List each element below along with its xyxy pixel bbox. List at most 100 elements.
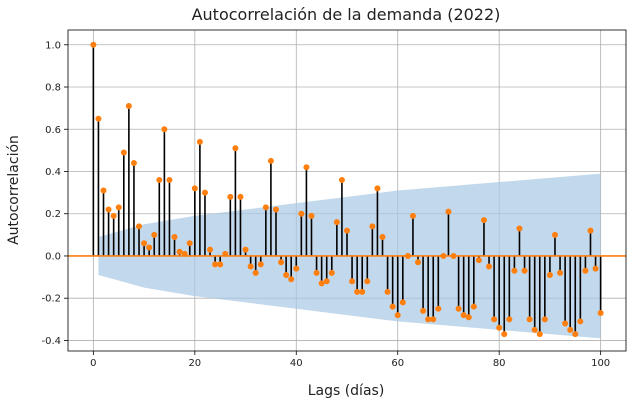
acf-point	[333, 219, 340, 226]
acf-point	[120, 149, 127, 156]
x-axis-title: Lags (días)	[308, 383, 385, 399]
acf-point	[557, 269, 564, 276]
acf-point	[303, 164, 310, 171]
acf-point	[272, 206, 279, 213]
chart-title: Autocorrelación de la demanda (2022)	[192, 5, 501, 24]
acf-point	[298, 210, 305, 217]
acf-point	[445, 208, 452, 215]
acf-point	[293, 265, 300, 272]
y-tick-label: 0.6	[45, 125, 61, 136]
acf-point	[105, 206, 112, 213]
x-tick-label: 0	[90, 358, 96, 369]
acf-point	[196, 138, 203, 145]
acf-point	[587, 227, 594, 234]
acf-point	[186, 240, 193, 247]
acf-point	[217, 261, 224, 268]
acf-point	[460, 312, 467, 319]
acf-point	[480, 217, 487, 224]
acf-point	[364, 278, 371, 285]
acf-point	[267, 157, 274, 164]
acf-point	[430, 316, 437, 323]
acf-point	[470, 303, 477, 310]
acf-point	[567, 326, 574, 333]
acf-point	[389, 303, 396, 310]
acf-point	[582, 267, 589, 274]
tick-layer: 0 20 40 60 80 100 -0.4 -0.2 0.0 0.2 0.4 0.6 0.8 1.0	[41, 40, 610, 369]
x-tick-label: 40	[290, 358, 303, 369]
acf-point	[278, 259, 285, 266]
acf-point	[338, 176, 345, 183]
acf-point	[207, 246, 214, 253]
acf-point	[283, 271, 290, 278]
acf-point	[521, 267, 528, 274]
acf-point	[531, 326, 538, 333]
acf-point	[201, 189, 208, 196]
acf-point	[222, 250, 229, 257]
marker-layer	[90, 41, 604, 338]
acf-point	[262, 204, 269, 211]
acf-point	[592, 265, 599, 272]
acf-point	[308, 212, 315, 219]
acf-point	[288, 276, 295, 283]
acf-point	[176, 248, 183, 255]
acf-point	[125, 103, 132, 110]
acf-point	[415, 259, 422, 266]
acf-point	[237, 193, 244, 200]
y-tick-label: 1.0	[45, 40, 61, 51]
acf-point	[227, 193, 234, 200]
acf-point	[146, 244, 153, 251]
acf-point	[328, 269, 335, 276]
acf-point	[394, 312, 401, 319]
acf-point	[465, 314, 472, 321]
acf-point	[90, 41, 97, 48]
acf-point	[572, 331, 579, 338]
acf-point	[435, 305, 442, 312]
acf-point	[115, 204, 122, 211]
acf-point	[318, 280, 325, 287]
x-tick-label: 60	[391, 358, 404, 369]
acf-point	[374, 185, 381, 192]
acf-point	[455, 305, 462, 312]
acf-point	[242, 246, 249, 253]
acf-point	[379, 233, 386, 240]
acf-point	[354, 288, 361, 295]
x-tick-label: 80	[493, 358, 506, 369]
acf-point	[171, 233, 178, 240]
acf-point	[323, 278, 330, 285]
acf-point	[110, 212, 117, 219]
acf-point	[252, 269, 259, 276]
acf-point	[409, 212, 416, 219]
y-tick-label: 0.4	[45, 167, 61, 178]
acf-point	[475, 257, 482, 264]
y-tick-label: -0.2	[41, 294, 61, 305]
acf-point	[506, 316, 513, 323]
acf-point	[486, 263, 493, 270]
acf-point	[541, 316, 548, 323]
acf-point	[151, 231, 158, 238]
acf-point	[100, 187, 107, 194]
y-tick-label: 0.2	[45, 209, 61, 220]
acf-point	[166, 176, 173, 183]
x-tick-label: 100	[591, 358, 610, 369]
plot-frame	[67, 29, 627, 352]
acf-point	[496, 324, 503, 331]
acf-point	[359, 288, 366, 295]
acf-point	[551, 231, 558, 238]
acf-point	[181, 250, 188, 257]
acf-point	[597, 309, 604, 316]
acf-point	[136, 223, 143, 230]
acf-point	[404, 252, 411, 259]
acf-point	[349, 278, 356, 285]
acf-point	[501, 331, 508, 338]
acf-point	[257, 261, 264, 268]
acf-point	[156, 176, 163, 183]
y-tick-label: -0.4	[41, 336, 61, 347]
acf-point	[95, 115, 102, 122]
acf-point	[536, 331, 543, 338]
acf-point	[384, 288, 391, 295]
acf-point	[191, 185, 198, 192]
acf-point	[511, 267, 518, 274]
acf-point	[491, 316, 498, 323]
acf-point	[141, 240, 148, 247]
